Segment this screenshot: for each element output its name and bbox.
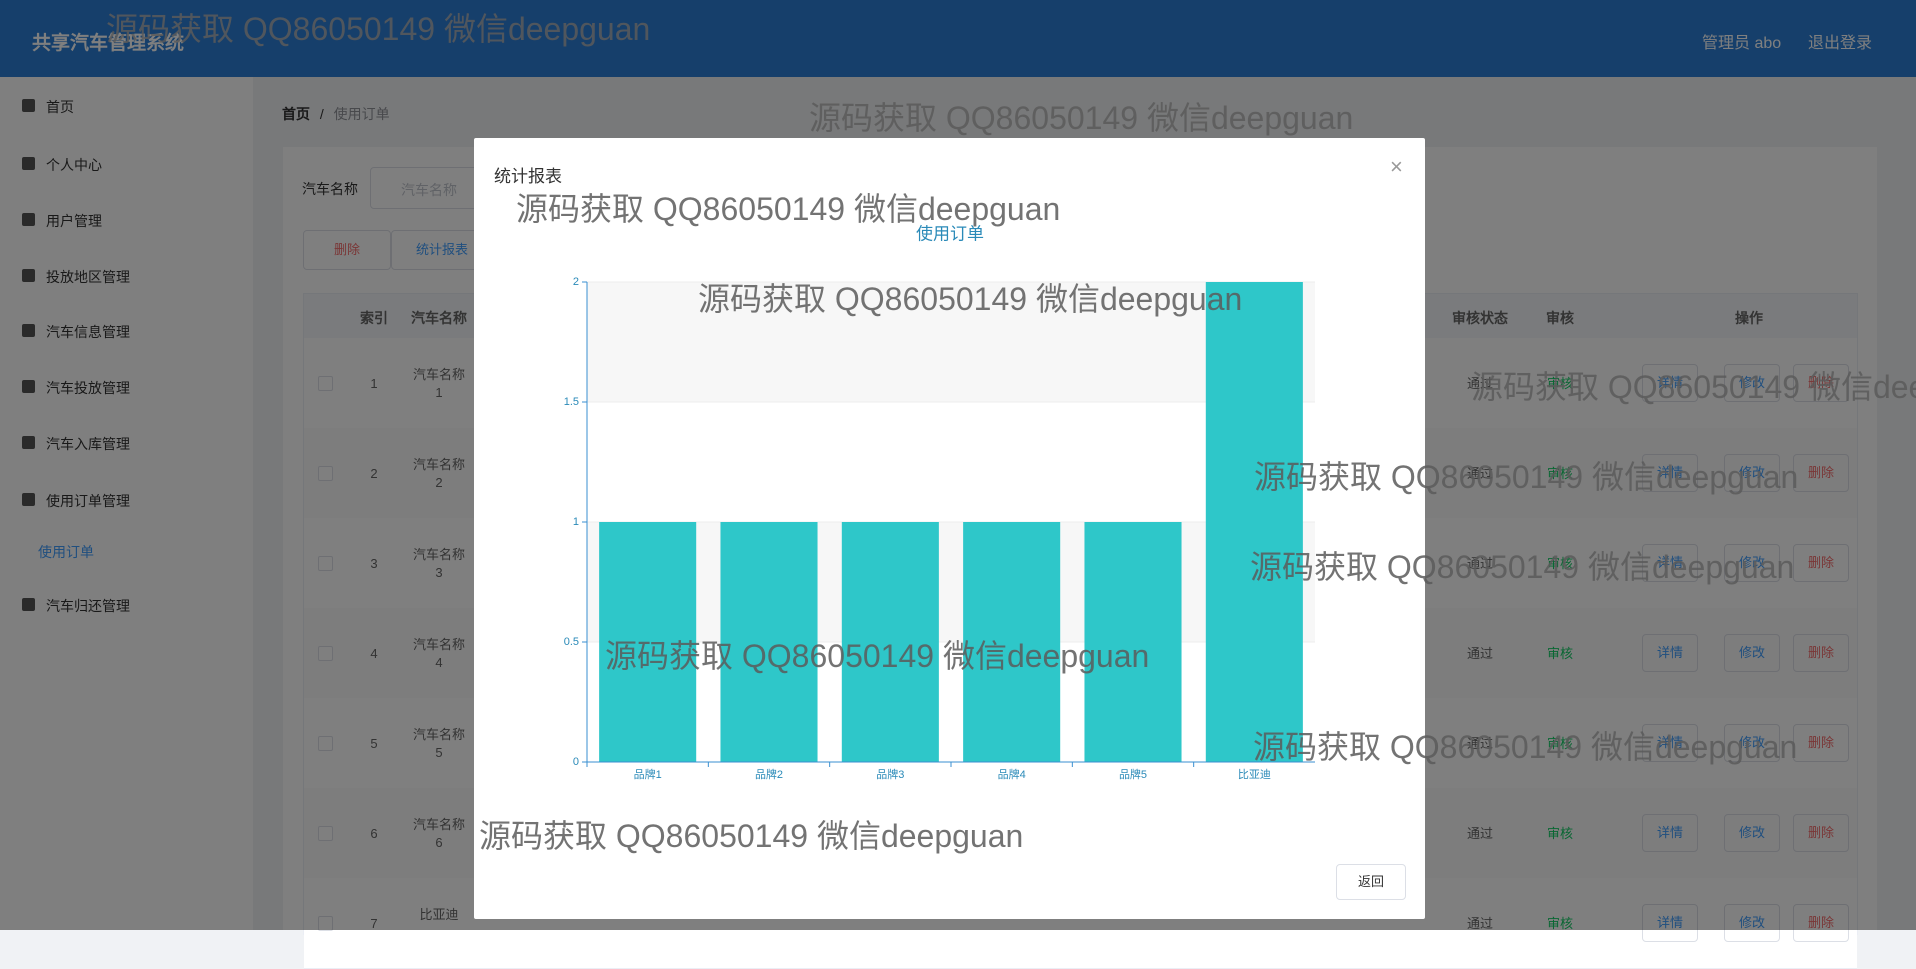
bar <box>1084 522 1182 762</box>
bar <box>720 522 818 762</box>
x-tick-label: 品牌3 <box>876 767 904 781</box>
chart: 使用订单 0 0.5 1 1.5 2 品牌1 品牌2 品牌3 品牌4 品牌5 比亚迪 <box>564 223 1315 781</box>
x-tick-label: 品牌4 <box>998 767 1026 781</box>
x-tick-label: 品牌5 <box>1119 767 1147 781</box>
bar <box>599 522 697 762</box>
bar <box>1205 282 1303 762</box>
y-tick-label: 2 <box>573 276 579 288</box>
split-area <box>587 642 1315 762</box>
y-tick-label: 1 <box>573 516 579 528</box>
close-button[interactable]: × <box>1390 154 1403 179</box>
x-tick-label: 品牌1 <box>634 767 662 781</box>
split-area <box>587 402 1315 522</box>
split-area <box>587 282 1315 402</box>
y-tick-label: 0 <box>573 756 579 768</box>
modal: 统计报表 × 使用订单 0 0.5 1 1.5 2 品牌1 品牌2 品牌3 品牌4 品牌5 比亚迪 … <box>474 138 1425 919</box>
bar <box>841 522 939 762</box>
modal-title: 统计报表 <box>494 167 562 186</box>
x-tick-label: 品牌2 <box>755 767 783 781</box>
bar <box>963 522 1061 762</box>
back-button[interactable]: 返回 <box>1336 864 1406 900</box>
y-tick-label: 0.5 <box>564 636 579 648</box>
y-tick-label: 1.5 <box>564 396 579 408</box>
chart-title: 使用订单 <box>916 223 984 243</box>
x-tick-label: 比亚迪 <box>1238 768 1271 781</box>
split-area <box>587 522 1315 642</box>
